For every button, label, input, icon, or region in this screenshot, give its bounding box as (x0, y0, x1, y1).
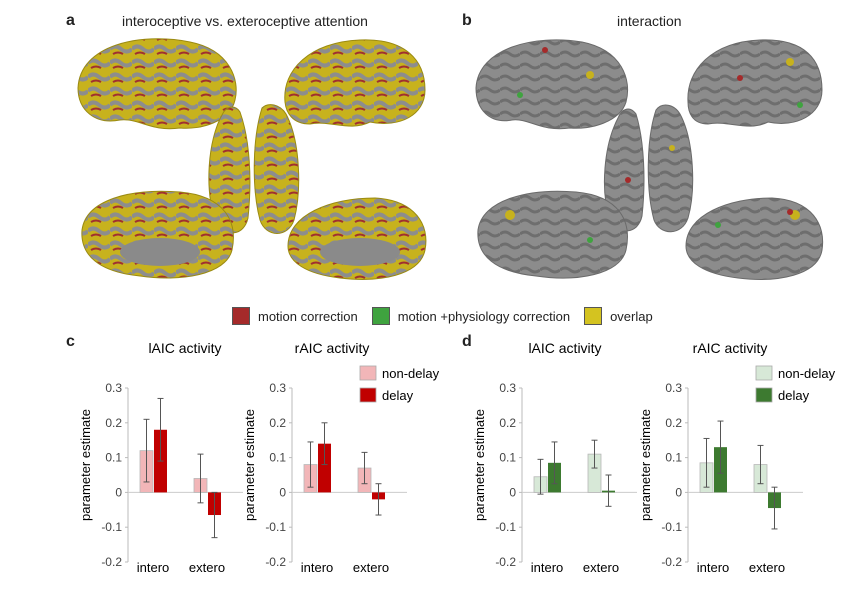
bar (318, 443, 331, 493)
x-tick-label: extero (189, 560, 225, 575)
chart-title: lAIC activity (528, 340, 601, 356)
brain-a-medial-right (287, 197, 427, 280)
y-tick-label: -0.2 (495, 555, 516, 569)
y-tick-label: 0.1 (105, 451, 122, 465)
legend-swatch (755, 387, 773, 403)
y-tick-label: -0.2 (265, 555, 286, 569)
chart-title: rAIC activity (295, 340, 370, 356)
panel-a-title: interoceptive vs. exteroceptive attentio… (122, 13, 368, 29)
legend-label-overlap: overlap (610, 308, 653, 324)
legend-label: non-delay (382, 366, 440, 381)
y-tick-label: -0.1 (661, 520, 682, 534)
legend-item-motion-correction: motion correction (232, 307, 358, 325)
legend-swatch-motion-correction (232, 307, 250, 325)
y-tick-label: 0.1 (499, 451, 516, 465)
legend-label: delay (382, 388, 414, 403)
legend-swatch (359, 387, 377, 403)
y-tick-label: 0.2 (105, 416, 122, 430)
y-tick-label: 0 (115, 485, 122, 499)
overlay-legend: motion correction motion +physiology cor… (232, 305, 667, 327)
brain-b-medial-right (685, 197, 824, 280)
brain-b-dorsal (603, 104, 694, 233)
panel-letter-d: d (462, 333, 472, 350)
legend-swatch (359, 365, 377, 381)
y-tick-label: -0.2 (661, 555, 682, 569)
brain-b-medial-left (477, 190, 628, 279)
chart-1: rAIC activity -0.2 -0.1 0 0.1 0.2 0.3 parameter… (242, 340, 440, 575)
y-axis-label: parameter estimate (638, 409, 653, 521)
x-tick-label: intero (301, 560, 334, 575)
panel-b-title: interaction (617, 13, 682, 29)
y-tick-label: -0.1 (495, 520, 516, 534)
brain-a-lateral-left (77, 38, 237, 130)
y-tick-label: 0 (675, 485, 682, 499)
y-tick-label: 0 (279, 485, 286, 499)
y-axis-label: parameter estimate (242, 409, 257, 521)
legend-item-overlap: overlap (584, 307, 653, 325)
brain-renderings (77, 38, 824, 280)
y-tick-label: 0.3 (105, 381, 122, 395)
panel-letter-b: b (462, 12, 472, 29)
legend-label: delay (778, 388, 810, 403)
x-tick-label: extero (353, 560, 389, 575)
panel-letter-c: c (66, 333, 75, 350)
x-tick-label: intero (531, 560, 564, 575)
x-tick-label: intero (137, 560, 170, 575)
chart-0: lAIC activity -0.2 -0.1 0 0.1 0.2 0.3 parameter… (78, 340, 243, 575)
legend-swatch-overlap (584, 307, 603, 325)
y-tick-label: 0.3 (499, 381, 516, 395)
brain-b-lateral-right (687, 39, 823, 127)
brain-a-lateral-right (284, 39, 426, 127)
legend-swatch (755, 365, 773, 381)
chart-title: rAIC activity (693, 340, 768, 356)
legend-swatch-motion-physiology (371, 307, 390, 325)
x-tick-label: extero (749, 560, 785, 575)
x-tick-label: intero (697, 560, 730, 575)
chart-2: lAIC activity -0.2 -0.1 0 0.1 0.2 0.3 parameter… (472, 340, 637, 575)
y-tick-label: 0.3 (665, 381, 682, 395)
y-tick-label: 0.1 (665, 451, 682, 465)
y-tick-label: 0.2 (665, 416, 682, 430)
y-tick-label: -0.2 (101, 555, 122, 569)
panel-letter-a: a (66, 12, 75, 29)
y-axis-label: parameter estimate (78, 409, 93, 521)
y-tick-label: 0.1 (269, 451, 286, 465)
bar-charts: lAIC activity -0.2 -0.1 0 0.1 0.2 0.3 parameter… (78, 340, 836, 575)
chart-3: rAIC activity -0.2 -0.1 0 0.1 0.2 0.3 parameter… (638, 340, 836, 575)
y-tick-label: -0.1 (101, 520, 122, 534)
chart-title: lAIC activity (148, 340, 221, 356)
y-tick-label: -0.1 (265, 520, 286, 534)
brain-a-dorsal (208, 104, 300, 234)
y-tick-label: 0.2 (269, 416, 286, 430)
x-tick-label: extero (583, 560, 619, 575)
legend-item-motion-physiology: motion +physiology correction (371, 307, 571, 325)
legend-label-motion-physiology: motion +physiology correction (397, 308, 571, 324)
y-axis-label: parameter estimate (472, 409, 487, 521)
brain-b-lateral-left (475, 39, 629, 130)
legend-label: non-delay (778, 366, 836, 381)
y-tick-label: 0 (509, 485, 516, 499)
legend-label-motion-correction: motion correction (258, 308, 358, 324)
y-tick-label: 0.2 (499, 416, 516, 430)
brain-a-medial-left (81, 190, 234, 279)
y-tick-label: 0.3 (269, 381, 286, 395)
